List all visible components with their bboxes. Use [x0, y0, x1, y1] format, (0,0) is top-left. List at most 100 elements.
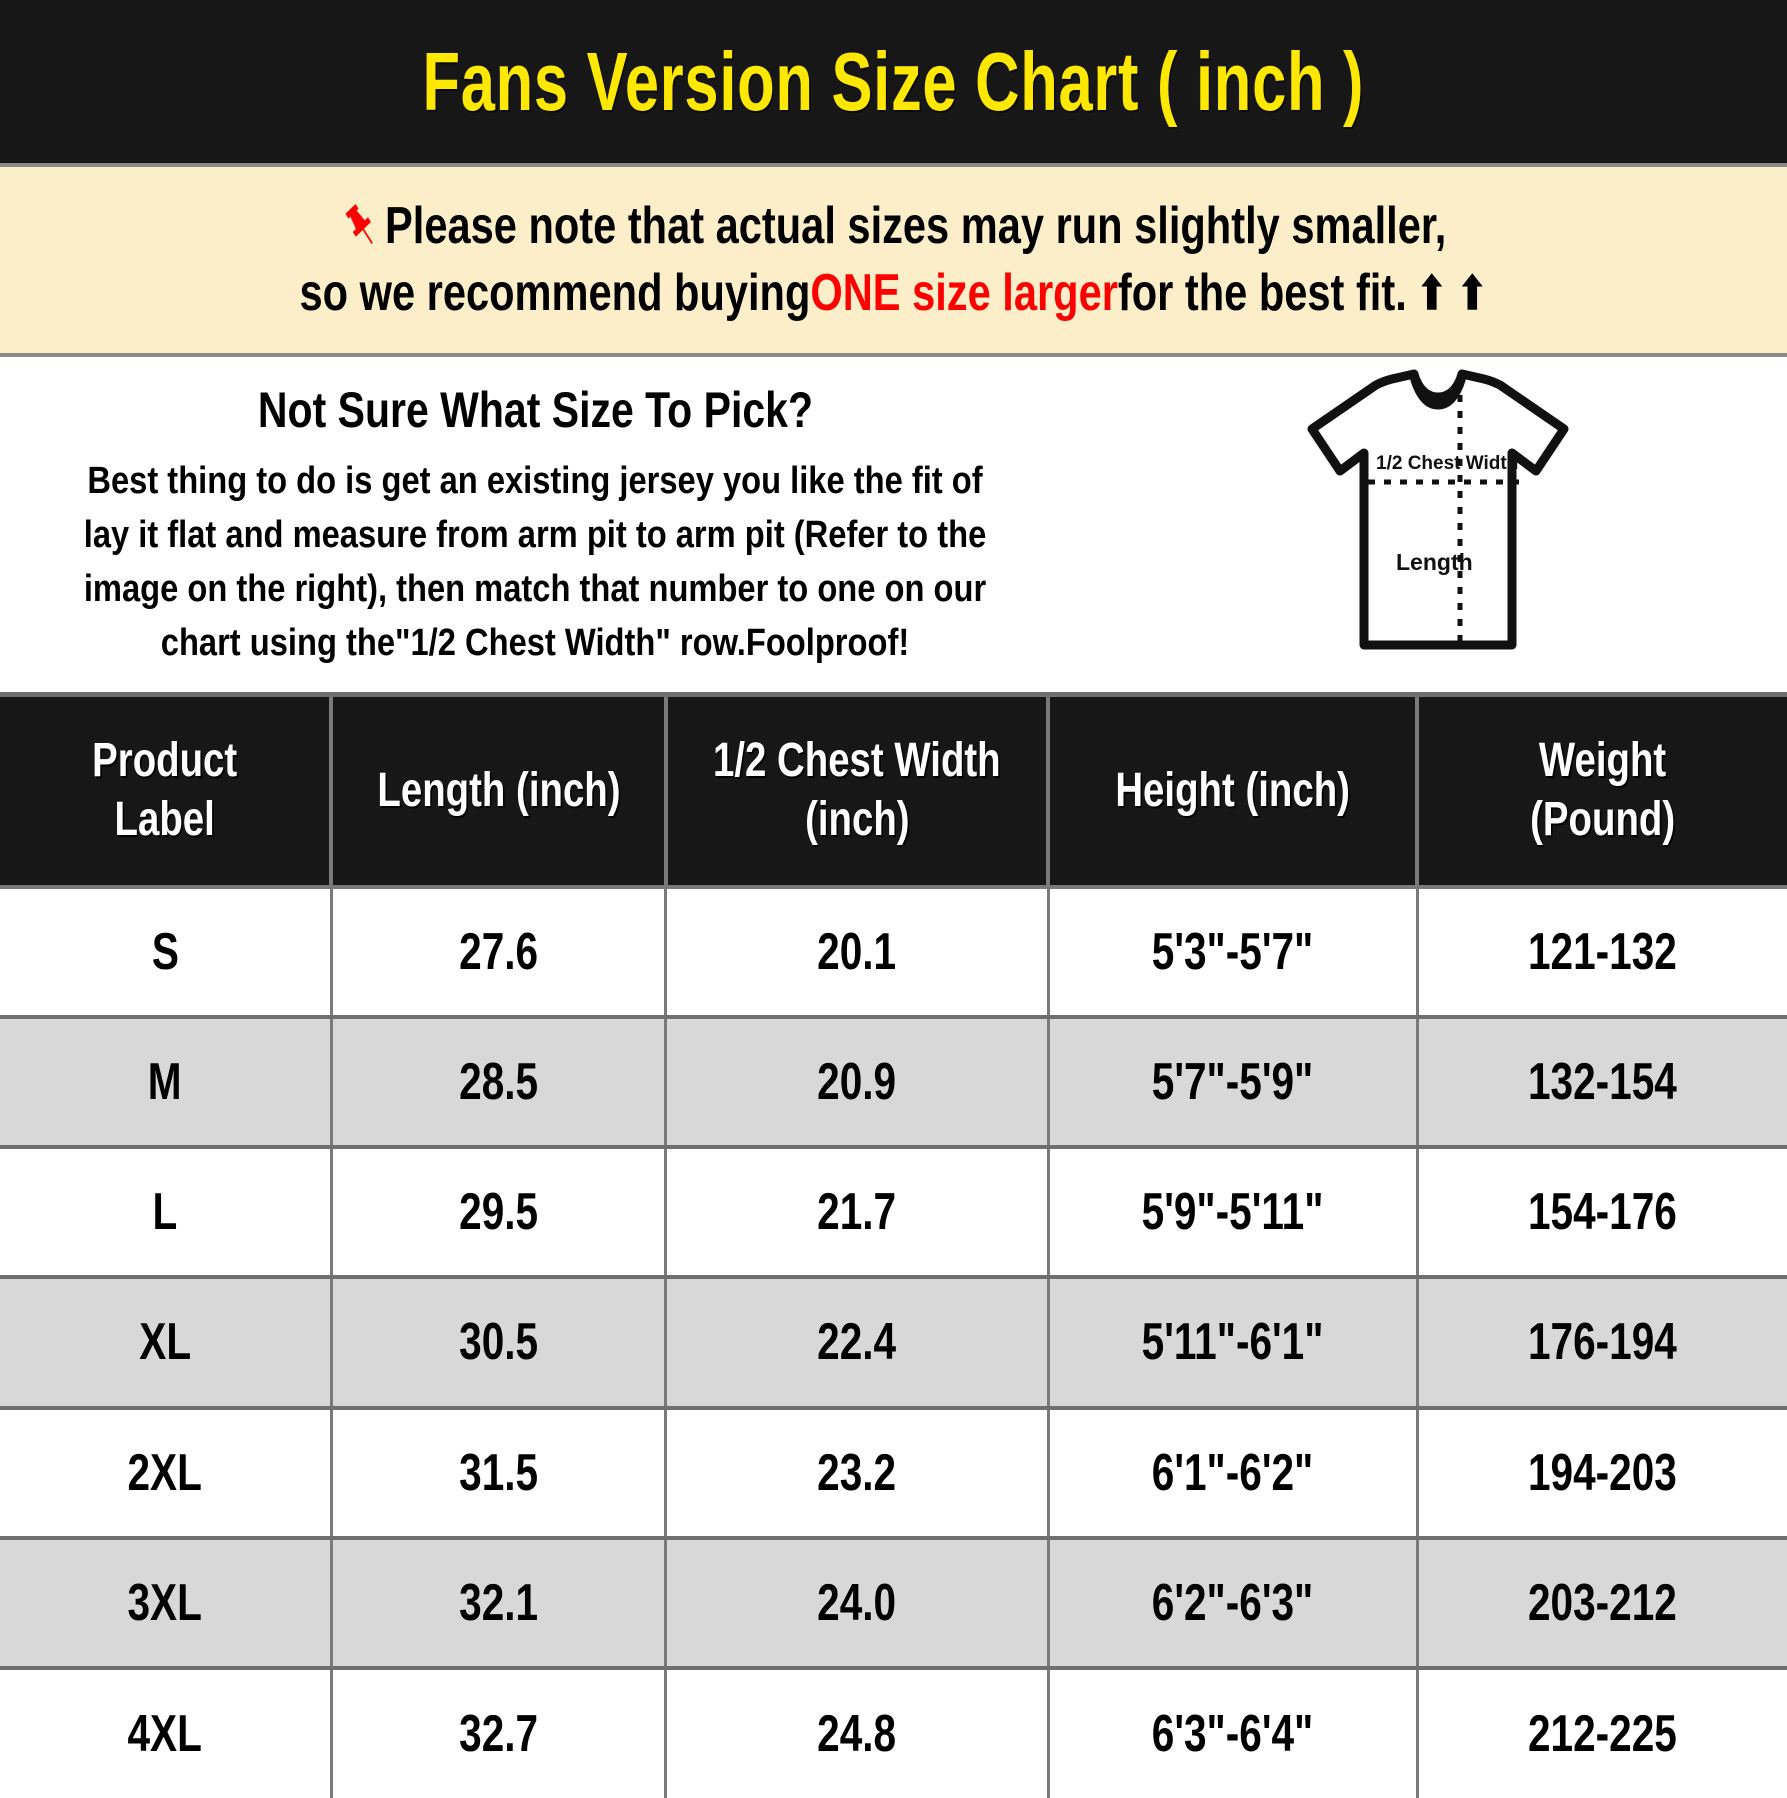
table-cell: 6'3"-6'4" [1046, 1667, 1419, 1798]
table-cell: 30.5 [329, 1277, 668, 1410]
column-header-line: (Pound) [1530, 793, 1676, 846]
note-line-1: Please note that actual sizes may run sl… [340, 193, 1447, 260]
column-header-4: Weight (Pound) [1415, 697, 1787, 889]
note-highlight: ONE size larger [810, 264, 1118, 322]
cell-value: 29.5 [459, 1183, 539, 1242]
table-row: XL 30.5 22.4 5'11"-6'1" 176-194 [0, 1277, 1787, 1410]
tshirt-measurement-diagram: 1/2 Chest Width Length [1264, 367, 1594, 667]
cell-value: 5'7"-5'9" [1151, 1053, 1314, 1112]
table-cell: 31.5 [329, 1407, 668, 1540]
column-header-line: Label [114, 793, 215, 846]
pushpin-icon [340, 200, 383, 254]
note-text-2a: so we recommend buying [299, 264, 811, 322]
table-cell: 23.2 [664, 1407, 1050, 1540]
table-cell: 5'11"-6'1" [1046, 1277, 1419, 1410]
cell-value: 203-212 [1528, 1573, 1678, 1632]
column-header-line: Product [92, 734, 238, 788]
cell-value: 154-176 [1528, 1183, 1678, 1242]
table-cell: 28.5 [329, 1017, 668, 1150]
cell-value: 24.0 [817, 1573, 897, 1632]
table-cell: 203-212 [1415, 1537, 1787, 1670]
table-row: S 27.6 20.1 5'3"-5'7" 121-132 [0, 887, 1787, 1020]
cell-value: 30.5 [459, 1313, 539, 1372]
cell-value: S [151, 923, 179, 982]
size-label-cell: M [0, 1017, 333, 1150]
cell-value: 176-194 [1528, 1313, 1678, 1372]
advice-band: Not Sure What Size To Pick? Best thing t… [0, 357, 1787, 697]
table-cell: 132-154 [1415, 1017, 1787, 1150]
arrow-up-icon-1: ⬆ [1416, 267, 1448, 320]
cell-value: 24.8 [817, 1704, 897, 1763]
cell-value: 212-225 [1528, 1704, 1678, 1763]
table-cell: 154-176 [1415, 1147, 1787, 1280]
cell-value: 194-203 [1528, 1443, 1678, 1502]
cell-value: 132-154 [1528, 1053, 1678, 1112]
cell-value: L [152, 1183, 178, 1242]
table-cell: 5'9"-5'11" [1046, 1147, 1419, 1280]
size-label-cell: L [0, 1147, 333, 1280]
advice-text-block: Not Sure What Size To Pick? Best thing t… [0, 357, 1070, 692]
column-header-3: Height (inch) [1046, 697, 1420, 889]
diagram-block: 1/2 Chest Width Length [1070, 357, 1787, 692]
cell-value: 21.7 [817, 1183, 897, 1242]
column-header-line: Length (inch) [376, 763, 621, 817]
size-label-cell: 4XL [0, 1667, 333, 1798]
column-header-1: Length (inch) [329, 697, 668, 889]
table-cell: 32.1 [329, 1537, 668, 1670]
column-header-line: Height (inch) [1115, 763, 1350, 817]
table-cell: 22.4 [664, 1277, 1050, 1410]
table-cell: 32.7 [329, 1667, 668, 1798]
cell-value: 32.1 [459, 1573, 539, 1632]
table-cell: 5'3"-5'7" [1046, 887, 1419, 1020]
table-row: 3XL 32.1 24.0 6'2"-6'3" 203-212 [0, 1537, 1787, 1670]
table-row: M 28.5 20.9 5'7"-5'9" 132-154 [0, 1017, 1787, 1150]
table-cell: 24.8 [664, 1667, 1050, 1798]
table-cell: 212-225 [1415, 1667, 1787, 1798]
column-header-0: Product Label [0, 697, 334, 889]
cell-value: 6'1"-6'2" [1151, 1443, 1314, 1502]
cell-value: 4XL [127, 1704, 203, 1763]
title-banner: Fans Version Size Chart ( inch ) [0, 0, 1787, 167]
table-header-row: Product Label Length (inch) 1/2 Chest Width… [0, 697, 1787, 889]
table-body: S 27.6 20.1 5'3"-5'7" 121-132 M 28.5 20.9 5'7"-5… [0, 887, 1787, 1798]
cell-value: 5'3"-5'7" [1151, 923, 1314, 982]
cell-value: 6'3"-6'4" [1151, 1704, 1314, 1763]
table-cell: 27.6 [329, 887, 668, 1020]
cell-value: 28.5 [459, 1053, 539, 1112]
cell-value: 121-132 [1528, 923, 1678, 982]
chest-width-label: 1/2 Chest Width [1376, 453, 1518, 474]
column-header-line: 1/2 Chest Width [712, 734, 1001, 788]
table-row: 2XL 31.5 23.2 6'1"-6'2" 194-203 [0, 1407, 1787, 1540]
advice-body: Best thing to do is get an existing jers… [83, 460, 987, 664]
size-label-cell: 2XL [0, 1407, 333, 1540]
table-cell: 5'7"-5'9" [1046, 1017, 1419, 1150]
cell-value: XL [139, 1313, 191, 1372]
table-header: Product Label Length (inch) 1/2 Chest Width… [0, 697, 1787, 889]
cell-value: 5'11"-6'1" [1141, 1313, 1324, 1372]
cell-value: 5'9"-5'11" [1141, 1183, 1324, 1242]
cell-value: 27.6 [459, 923, 539, 982]
length-label: Length [1396, 549, 1473, 575]
table-cell: 6'2"-6'3" [1046, 1537, 1419, 1670]
note-text-1: Please note that actual sizes may run sl… [385, 197, 1447, 256]
column-header-line: (inch) [804, 793, 910, 846]
cell-value: 20.1 [817, 923, 897, 982]
note-band: Please note that actual sizes may run sl… [0, 167, 1787, 357]
note-line-2: so we recommend buying ONE size larger f… [299, 260, 1487, 327]
cell-value: M [148, 1053, 182, 1112]
column-header-2: 1/2 Chest Width (inch) [663, 697, 1051, 889]
table-row: L 29.5 21.7 5'9"-5'11" 154-176 [0, 1147, 1787, 1280]
cell-value: 32.7 [459, 1704, 539, 1763]
size-label-cell: 3XL [0, 1537, 333, 1670]
table-cell: 20.9 [664, 1017, 1050, 1150]
cell-value: 6'2"-6'3" [1151, 1573, 1314, 1632]
cell-value: 31.5 [459, 1443, 539, 1502]
table-cell: 24.0 [664, 1537, 1050, 1670]
size-label-cell: XL [0, 1277, 333, 1410]
note-text-2b: for the best fit. [1117, 264, 1407, 322]
cell-value: 3XL [127, 1573, 203, 1632]
advice-heading: Not Sure What Size To Pick? [257, 382, 813, 438]
table-cell: 29.5 [329, 1147, 668, 1280]
table-cell: 194-203 [1415, 1407, 1787, 1540]
size-label-cell: S [0, 887, 333, 1020]
